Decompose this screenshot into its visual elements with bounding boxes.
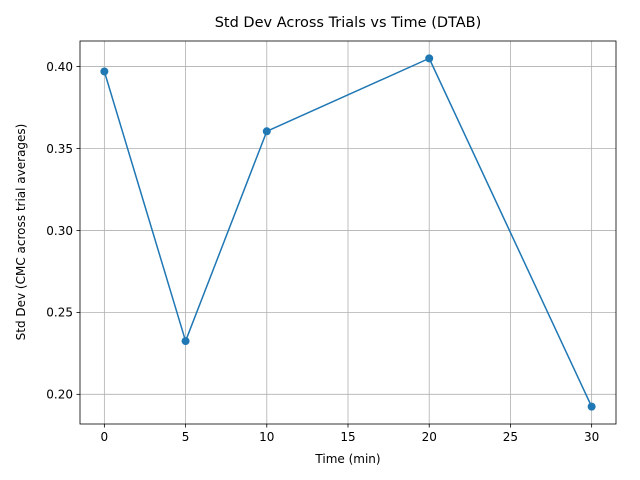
data-point (587, 402, 596, 411)
data-point (425, 54, 434, 63)
x-tick-label: 10 (259, 430, 274, 444)
grid (80, 41, 616, 424)
data-point (262, 127, 271, 136)
x-tick-label: 15 (340, 430, 355, 444)
data-point (181, 337, 190, 346)
data-point (100, 67, 109, 76)
x-axis-label: Time (min) (314, 452, 380, 466)
series-layer (100, 54, 596, 411)
y-tick-label: 0.20 (46, 388, 73, 402)
y-tick-label: 0.35 (46, 142, 73, 156)
x-tick-label: 20 (422, 430, 437, 444)
x-tick-label: 25 (503, 430, 518, 444)
y-tick-label: 0.30 (46, 224, 73, 238)
y-axis-label: Std Dev (CMC across trial averages) (14, 124, 28, 341)
ticks: 0 5 10 15 20 25 30 0.20 0.25 0.30 0.35 0.40 (46, 60, 599, 444)
y-tick-label: 0.40 (46, 60, 73, 74)
chart-title: Std Dev Across Trials vs Time (DTAB) (215, 15, 482, 31)
x-tick-label: 0 (101, 430, 109, 444)
y-tick-label: 0.25 (46, 306, 73, 320)
x-tick-label: 5 (182, 430, 190, 444)
x-tick-label: 30 (584, 430, 599, 444)
